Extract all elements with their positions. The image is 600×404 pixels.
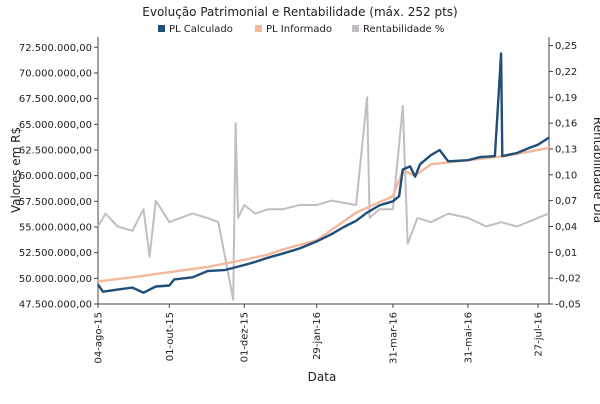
y-tick-label: 67.500.000,00 [19, 94, 92, 105]
y2-tick-label: 0,10 [555, 170, 577, 181]
y2-tick-label: 0,07 [555, 196, 577, 207]
y2-tick-label: -0,05 [555, 300, 581, 311]
y2-tick-label: 0,16 [555, 119, 577, 130]
series-line-pl-calculado [97, 52, 550, 294]
x-tick-label: 29-jan-16 [312, 312, 323, 360]
x-axis: 04-ago-15 01-out-15 01-dez-15 29-jan-16 31-m… [94, 304, 544, 364]
y-tick-label: 60.000.000,00 [19, 171, 92, 182]
left-axis: 47.500.000,00 50.000.000,00 52.500.000,00 5… [19, 43, 98, 311]
y-tick-label: 55.000.000,00 [19, 222, 92, 233]
y-tick-label: 50.000.000,00 [19, 274, 92, 285]
y2-tick-label: 0,25 [555, 41, 577, 52]
right-axis: -0,05 -0,02 0,01 0,04 0,07 0,10 0,13 0,16 0,19 0,… [549, 41, 581, 311]
y-tick-label: 52.500.000,00 [19, 248, 92, 259]
series-line-rentabilidade [97, 96, 550, 301]
legend-label-pl-informado: PL Informado [266, 24, 332, 35]
y2-axis-label: Rentabilidade Dia [591, 117, 600, 223]
chart-title: Evolução Patrimonial e Rentabilidade (má… [142, 5, 457, 19]
series-layer [97, 52, 550, 301]
legend-label-rentabilidade: Rentabilidade % [363, 24, 444, 35]
x-tick-label: 31-mai-16 [463, 312, 474, 363]
x-tick-label: 31-mar-16 [388, 312, 399, 364]
x-axis-label: Data [308, 370, 337, 384]
y-tick-label: 57.500.000,00 [19, 197, 92, 208]
y2-tick-label: 0,01 [555, 248, 577, 259]
legend: PL Calculado PL Informado Rentabilidade % [158, 24, 444, 35]
legend-swatch-rentabilidade [352, 25, 359, 32]
x-tick-label: 27-jul-16 [533, 312, 544, 357]
legend-swatch-pl-informado [255, 25, 262, 32]
y2-tick-label: 0,22 [555, 67, 577, 78]
legend-swatch-pl-calculado [158, 25, 165, 32]
y-tick-label: 70.000.000,00 [19, 68, 92, 79]
x-tick-label: 01-dez-15 [240, 312, 251, 362]
y2-tick-label: 0,04 [555, 222, 577, 233]
plot-frame [97, 37, 550, 305]
legend-label-pl-calculado: PL Calculado [169, 24, 233, 35]
y2-tick-label: 0,13 [555, 144, 577, 155]
y2-tick-label: -0,02 [555, 274, 581, 285]
y-tick-label: 72.500.000,00 [19, 43, 92, 54]
y2-tick-label: 0,19 [555, 93, 577, 104]
y-tick-label: 62.500.000,00 [19, 145, 92, 156]
x-tick-label: 04-ago-15 [94, 312, 105, 363]
y-tick-label: 47.500.000,00 [19, 300, 92, 311]
x-tick-label: 01-out-15 [165, 312, 176, 361]
y-tick-label: 65.000.000,00 [19, 120, 92, 131]
y-axis-label: Valores em R$ [9, 127, 23, 213]
